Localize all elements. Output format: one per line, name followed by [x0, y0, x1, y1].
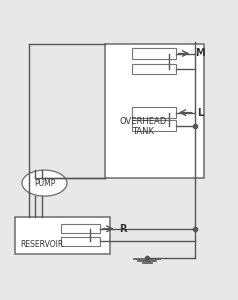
- Bar: [61, 237, 100, 246]
- Text: L: L: [197, 108, 203, 118]
- Ellipse shape: [22, 170, 67, 196]
- Bar: [61, 224, 100, 233]
- Text: R: R: [119, 224, 127, 234]
- Bar: [132, 64, 176, 74]
- Bar: [15, 218, 109, 254]
- Bar: [132, 107, 176, 118]
- Text: OVERHEAD
TANK: OVERHEAD TANK: [119, 117, 166, 136]
- Bar: [132, 48, 176, 59]
- Bar: [105, 44, 204, 178]
- Text: M: M: [195, 49, 204, 58]
- Text: RESERVOIR: RESERVOIR: [20, 240, 64, 249]
- Bar: [132, 120, 176, 131]
- Text: PUMP: PUMP: [34, 178, 55, 188]
